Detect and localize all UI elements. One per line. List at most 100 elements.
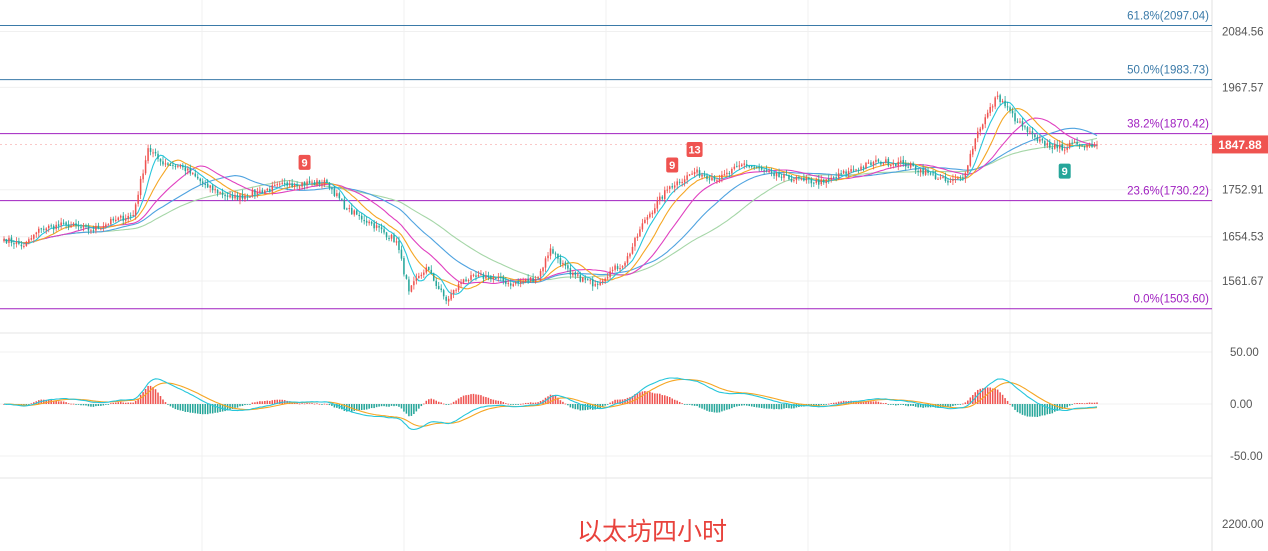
candle-body xyxy=(179,165,182,167)
macd-histogram-bar xyxy=(539,401,542,404)
candle-body xyxy=(507,282,510,284)
candle-body xyxy=(775,173,778,177)
candle-body xyxy=(266,188,269,191)
candle-body xyxy=(35,232,38,235)
macd-histogram-bar xyxy=(877,401,880,404)
macd-histogram-bar xyxy=(1009,403,1011,405)
ma-line-slower xyxy=(3,127,1098,284)
candle-body xyxy=(509,283,512,286)
price-axis[interactable]: 2084.56 1967.57 1752.91 1654.53 1561.67 50.00… xyxy=(1222,27,1264,532)
candle-body xyxy=(962,177,964,179)
macd-histogram-bar xyxy=(221,404,224,412)
macd-histogram-bar xyxy=(835,402,837,404)
candle-body xyxy=(899,160,902,163)
candle-body xyxy=(798,177,800,179)
macd-histogram-bar xyxy=(259,401,261,404)
candle-body xyxy=(825,179,828,184)
macd-histogram-bar xyxy=(147,386,149,404)
candle-body xyxy=(683,179,686,183)
candle-body xyxy=(537,277,539,279)
macd-histogram-bar xyxy=(196,404,199,414)
macd-histogram-bar xyxy=(1034,404,1036,417)
candle-body xyxy=(420,274,423,277)
candle-body xyxy=(723,174,726,176)
volume-axis-tick: 2200.00 xyxy=(1222,519,1264,531)
macd-histogram-bar xyxy=(234,404,236,408)
macd-histogram-bar xyxy=(174,404,177,410)
macd-histogram-bar xyxy=(942,404,944,407)
macd-histogram-bar xyxy=(753,404,755,407)
fibonacci-levels: 61.8%(2097.04) 50.0%(1983.73) 38.2%(1870.4… xyxy=(0,11,1212,310)
price-axis-tick: 1752.91 xyxy=(1222,185,1264,197)
candle-body xyxy=(1016,121,1019,123)
candle-body xyxy=(313,182,316,185)
candle-body xyxy=(398,240,400,251)
macd-histogram-bar xyxy=(519,403,522,405)
candle-body xyxy=(363,219,365,222)
macd-histogram-bar xyxy=(537,402,539,404)
candle-body xyxy=(947,180,949,183)
macd-histogram-bar xyxy=(890,404,892,405)
candle-body xyxy=(301,182,303,187)
macd-histogram-bar xyxy=(924,404,927,408)
macd-histogram-bar xyxy=(100,404,102,406)
macd-histogram-bar xyxy=(832,402,835,404)
candle-body xyxy=(110,218,112,225)
candle-body xyxy=(1031,131,1034,135)
macd-histogram-bar xyxy=(298,403,301,405)
candle-body xyxy=(584,278,587,280)
candle-body xyxy=(485,275,487,279)
macd-histogram-bar xyxy=(378,404,380,407)
candle-body xyxy=(455,289,457,291)
fib-level-label: 0.0%(1503.60) xyxy=(1134,294,1210,306)
candle-body xyxy=(380,227,383,230)
candle-body xyxy=(621,266,624,268)
td-badge xyxy=(1058,163,1071,179)
macd-histogram-bar xyxy=(132,402,134,404)
macd-histogram-bar xyxy=(822,404,825,405)
candle-body xyxy=(1083,145,1086,148)
macd-histogram-bar xyxy=(182,404,184,411)
macd-histogram-bar xyxy=(895,404,897,406)
ma-line-fast xyxy=(3,101,1098,295)
candle-body xyxy=(375,225,378,228)
macd-histogram-bar xyxy=(572,404,574,409)
moving-averages xyxy=(3,101,1098,295)
macd-histogram-bar xyxy=(318,403,321,405)
candle-body xyxy=(1006,106,1009,108)
macd-histogram-bar xyxy=(82,404,85,406)
macd-histogram-bar xyxy=(480,395,482,404)
candle-body xyxy=(626,256,629,263)
macd-histogram-bar xyxy=(1021,404,1024,415)
macd-histogram-bar xyxy=(919,404,922,408)
candle-body xyxy=(1096,144,1098,146)
macd-histogram-bar xyxy=(701,404,703,409)
candle-body xyxy=(3,238,5,242)
candle-body xyxy=(579,275,582,282)
candle-body xyxy=(365,220,368,223)
candle-body xyxy=(547,255,549,259)
macd-histogram-bar xyxy=(842,400,845,404)
candle-body xyxy=(117,217,120,221)
candle-body xyxy=(902,159,905,164)
macd-histogram-bar xyxy=(1016,404,1019,413)
candle-body xyxy=(1061,144,1063,151)
macd-axis-tick: 0.00 xyxy=(1230,399,1252,411)
candle-body xyxy=(383,229,385,233)
candle-body xyxy=(634,237,636,247)
candle-body xyxy=(937,178,939,180)
candle-body xyxy=(460,282,462,284)
macd-histogram-bar xyxy=(413,404,415,415)
macd-histogram-bar xyxy=(432,399,435,404)
macd-histogram-bar xyxy=(296,403,298,404)
macd-histogram-bar xyxy=(897,404,900,406)
candle-body xyxy=(701,174,703,177)
candle-body xyxy=(1046,143,1049,146)
candle-body xyxy=(765,170,768,172)
macd-histogram-bar xyxy=(706,404,708,411)
macd-histogram-bar xyxy=(661,395,664,404)
macd-histogram-bar xyxy=(487,397,490,404)
macd-histogram-bar xyxy=(152,387,154,404)
macd-histogram-bar xyxy=(917,404,919,408)
